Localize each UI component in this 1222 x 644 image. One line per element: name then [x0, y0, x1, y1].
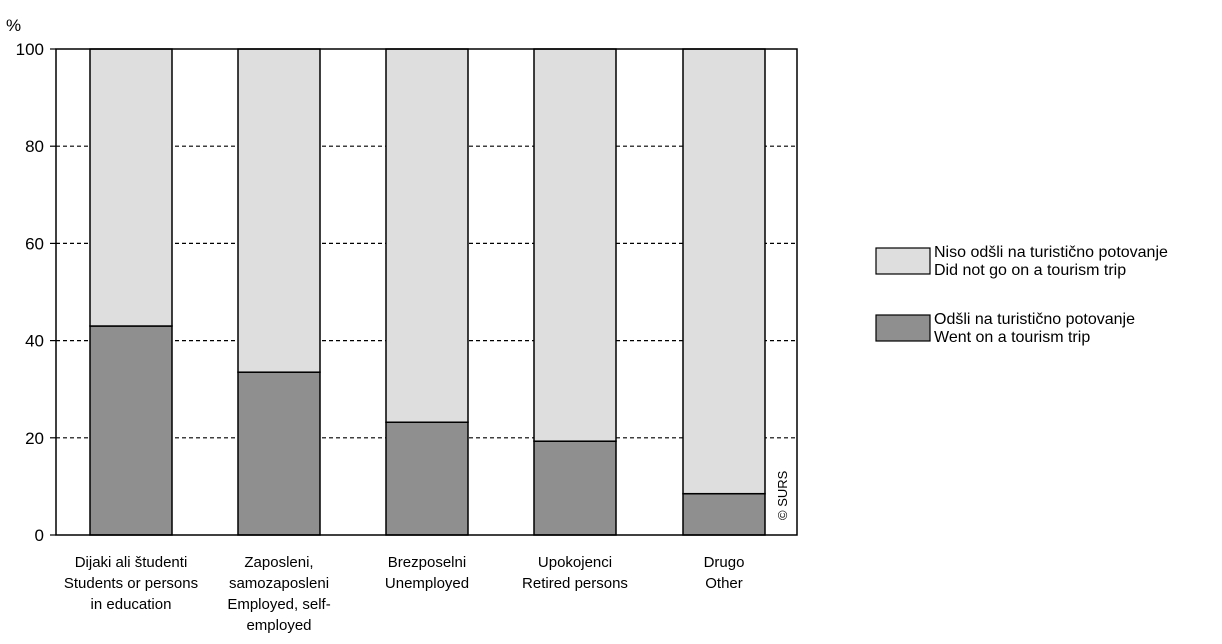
category-label-line: samozaposleni — [229, 575, 329, 592]
legend-label-did-not-go: Niso odšli na turistično potovanje Did no… — [934, 244, 1168, 279]
category-label-line: Dijaki ali študenti — [75, 554, 188, 571]
bar-did-not-go — [237, 48, 321, 373]
legend: Niso odšli na turistično potovanje Did no… — [875, 244, 1168, 346]
plot-border — [55, 48, 798, 536]
category-label: Brezposelni Unemployed — [385, 554, 469, 592]
bar-did-not-go — [533, 48, 617, 442]
plot-frame — [55, 48, 798, 536]
category-label-line: Unemployed — [385, 575, 469, 592]
legend-swatch-went — [875, 314, 931, 342]
category-label-line: employed — [246, 617, 311, 634]
category-label-line: Upokojenci — [538, 554, 612, 571]
category-label-line: Employed, self- — [227, 596, 330, 613]
category-label: Dijaki ali študenti Students or persons in… — [64, 554, 198, 613]
bar-went-on-trip — [385, 421, 469, 536]
gridlines — [56, 145, 797, 439]
legend-label-line: Did not go on a tourism trip — [934, 262, 1126, 279]
legend-label-went: Odšli na turistično potovanje Went on a t… — [934, 311, 1135, 346]
bar-went-on-trip — [89, 325, 173, 536]
category-label-line: Zaposleni, — [244, 554, 313, 571]
legend-swatch-did-not-go — [875, 247, 931, 275]
legend-label-line: Niso odšli na turistično potovanje — [934, 244, 1168, 261]
legend-label-line: Odšli na turistično potovanje — [934, 311, 1135, 328]
y-tick-label: 60 — [25, 234, 44, 253]
category-label-line: Students or persons — [64, 575, 198, 592]
y-tick-label: 100 — [16, 40, 44, 59]
category-label: Drugo Other — [704, 554, 745, 592]
bar-did-not-go — [89, 48, 173, 327]
category-label-line: Retired persons — [522, 575, 628, 592]
y-tick-label: 40 — [25, 332, 44, 351]
y-tick-label: 20 — [25, 429, 44, 448]
category-labels: Dijaki ali študenti Students or persons in… — [64, 554, 745, 634]
bar-went-on-trip — [533, 440, 617, 536]
category-label-line: Drugo — [704, 554, 745, 571]
bar-did-not-go — [682, 48, 766, 495]
bar-went-on-trip — [682, 492, 766, 536]
legend-label-line: Went on a tourism trip — [934, 329, 1090, 346]
y-tick-label: 80 — [25, 137, 44, 156]
bar-did-not-go — [385, 48, 469, 423]
category-label-line: Brezposelni — [388, 554, 466, 571]
y-axis-label: % — [6, 16, 21, 35]
bars — [89, 48, 766, 536]
y-tick-label: 0 — [35, 526, 44, 545]
bar-went-on-trip — [237, 371, 321, 536]
category-label-line: in education — [91, 596, 172, 613]
category-label-line: Other — [705, 575, 743, 592]
copyright-label: © SURS — [775, 470, 790, 520]
category-label: Upokojenci Retired persons — [522, 554, 628, 592]
y-tick-labels: 0 20 40 60 80 100 — [16, 40, 56, 545]
category-label: Zaposleni, samozaposleni Employed, self-em… — [227, 554, 330, 634]
